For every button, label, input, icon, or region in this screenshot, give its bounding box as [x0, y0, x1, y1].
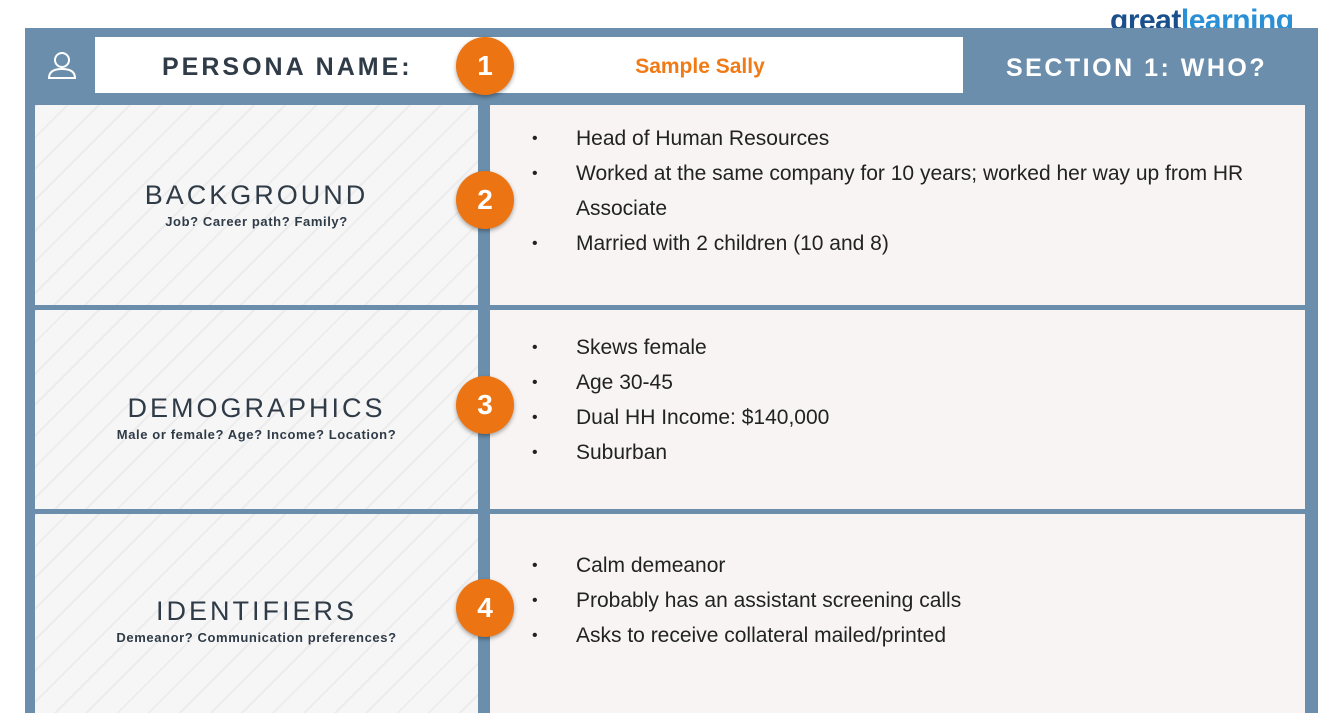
- row-label-panel: DEMOGRAPHICS Male or female? Age? Income?…: [35, 310, 478, 509]
- section-title: SECTION 1: WHO?: [1006, 54, 1268, 82]
- row-subtitle: Male or female? Age? Income? Location?: [116, 427, 397, 442]
- bullet-item: Asks to receive collateral mailed/printe…: [532, 618, 1276, 653]
- bullet-item: Dual HH Income: $140,000: [532, 400, 1276, 435]
- bullet-item: Age 30-45: [532, 365, 1276, 400]
- row-content-panel: Skews femaleAge 30-45Dual HH Income: $14…: [490, 310, 1305, 509]
- bullet-item: Married with 2 children (10 and 8): [532, 226, 1276, 261]
- bullet-list: Head of Human ResourcesWorked at the sam…: [532, 121, 1276, 261]
- bullet-item: Head of Human Resources: [532, 121, 1276, 156]
- row-title: BACKGROUND: [144, 180, 369, 210]
- bullet-list: Calm demeanorProbably has an assistant s…: [532, 548, 1276, 653]
- row-label-panel: BACKGROUND Job? Career path? Family?: [35, 105, 478, 305]
- user-icon: [47, 52, 77, 79]
- bullet-item: Probably has an assistant screening call…: [532, 583, 1276, 618]
- bullet-item: Skews female: [532, 330, 1276, 365]
- row-label-panel: IDENTIFIERS Demeanor? Communication prefe…: [35, 514, 478, 713]
- name-box: [95, 37, 963, 93]
- badge: 4: [456, 579, 514, 637]
- row-content-panel: Calm demeanorProbably has an assistant s…: [490, 514, 1305, 713]
- row-title: DEMOGRAPHICS: [127, 393, 386, 423]
- row-subtitle: Job? Career path? Family?: [165, 214, 348, 229]
- bullet-item: Calm demeanor: [532, 548, 1276, 583]
- bullet-list: Skews femaleAge 30-45Dual HH Income: $14…: [532, 330, 1276, 470]
- bullet-item: Worked at the same company for 10 years;…: [532, 156, 1276, 226]
- row-subtitle: Demeanor? Communication preferences?: [116, 630, 397, 645]
- badge: 3: [456, 376, 514, 434]
- row-content-panel: Head of Human ResourcesWorked at the sam…: [490, 105, 1305, 305]
- badge: 2: [456, 171, 514, 229]
- row-title: IDENTIFIERS: [155, 596, 357, 626]
- bullet-item: Suburban: [532, 435, 1276, 470]
- persona-label: PERSONA NAME:: [162, 53, 413, 81]
- badge: 1: [456, 37, 514, 95]
- persona-name: Sample Sally: [635, 55, 765, 78]
